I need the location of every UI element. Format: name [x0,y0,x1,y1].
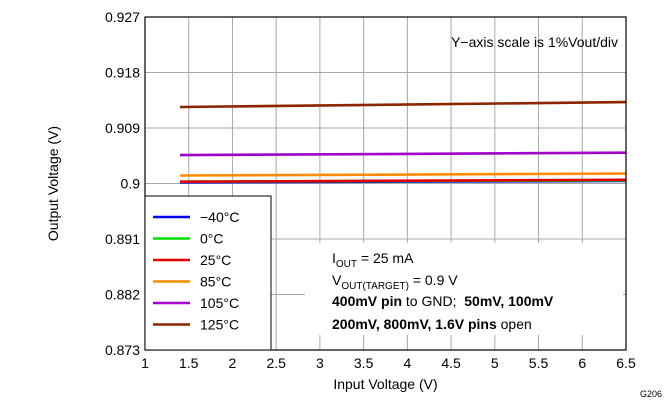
x-tick-label: 1 [141,355,149,371]
legend-label: −40°C [200,209,239,225]
pins-400mv: 400mV pin [332,293,402,309]
x-tick-label: 2 [229,355,237,371]
condition-vout: VOUT(TARGET) = 0.9 V [332,272,458,292]
series-line [179,151,627,157]
pins-50-100mv: 50mV, 100mV [464,293,554,309]
iout-subscript: OUT [336,259,357,270]
legend-label: 105°C [200,295,239,311]
y-tick-label: 0.891 [105,231,140,247]
x-tick-label: 3.5 [354,355,374,371]
legend-label: 0°C [200,231,224,247]
x-tick-label: 5.5 [529,355,549,371]
legend-label: 85°C [200,274,231,290]
pins-open: open [497,316,532,332]
series-line [179,178,627,183]
pins-to-gnd: to GND; [402,293,464,309]
y-axis-label: Output Voltage (V) [45,126,61,241]
scale-note: Y−axis scale is 1%Vout/div [451,34,618,50]
figure-id: G206 [640,389,662,399]
x-tick-label: 3 [316,355,324,371]
y-tick-label: 0.882 [105,287,140,303]
y-tick-label: 0.918 [105,65,140,81]
legend: −40°C 0°C 25°C 85°C 105°C 125°C [144,195,272,351]
grid-lines [145,17,626,350]
iout-value: = 25 mA [357,250,414,266]
y-tick-label: 0.909 [105,120,140,136]
x-tick-label: 4 [403,355,411,371]
x-tick-label: 6.5 [616,355,636,371]
series-line [179,100,627,109]
series-lines [179,100,627,184]
vout-symbol: V [332,272,342,288]
conditions-background [305,243,623,335]
condition-pins-line1: 400mV pin to GND; 50mV, 100mV [332,293,554,309]
pins-open-list: 200mV, 800mV, 1.6V pins [332,316,497,332]
condition-iout: IOUT = 25 mA [332,250,414,270]
test-conditions: IOUT = 25 mA VOUT(TARGET) = 0.9 V 400mV … [305,243,623,335]
y-tick-label: 0.9 [121,176,141,192]
vout-subscript: OUT(TARGET) [341,281,409,292]
x-tick-label: 4.5 [441,355,461,371]
x-tick-label: 6 [578,355,586,371]
x-axis-label: Input Voltage (V) [333,376,437,392]
x-tick-label: 2.5 [266,355,286,371]
y-tick-label: 0.873 [105,342,140,358]
series-line [179,172,627,177]
x-tick-label: 1.5 [179,355,199,371]
iout-symbol: I [332,250,336,266]
legend-label: 25°C [200,252,231,268]
x-tick-label: 5 [491,355,499,371]
y-tick-label: 0.927 [105,9,140,25]
condition-pins-line2: 200mV, 800mV, 1.6V pins open [332,316,532,332]
legend-label: 125°C [200,317,239,333]
plot-frame [144,16,627,351]
tick-labels: 1 1.5 2 2.5 3 3.5 4 4.5 5 5.5 6 6.5 0.927 0.918 0.909 0… [105,9,636,371]
vout-value: = 0.9 V [409,272,458,288]
